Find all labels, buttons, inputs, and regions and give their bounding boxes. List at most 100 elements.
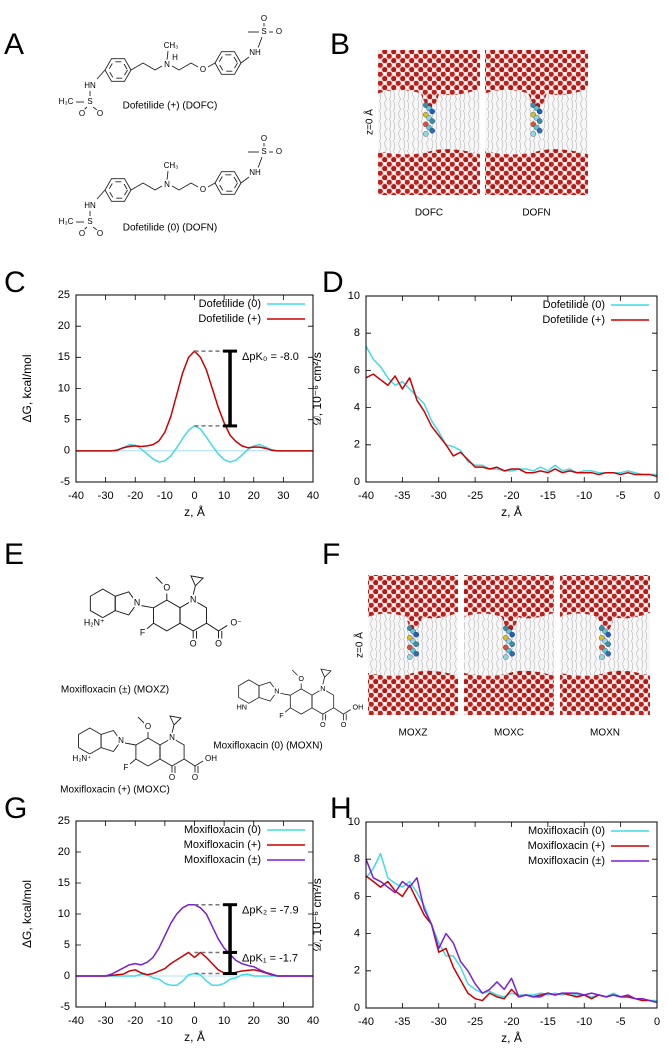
atom-label: N [118, 736, 124, 745]
x-tick-label: -20 [504, 490, 520, 502]
y-tick-label: 6 [354, 364, 360, 376]
ring-inner [217, 54, 239, 72]
atom-label: O [261, 134, 267, 143]
panel-label: D [322, 266, 344, 299]
ring-inner [107, 61, 129, 79]
y-axis-label: ΔG, kcal/mol [20, 354, 34, 422]
bond [155, 576, 163, 584]
atom-label: F [140, 627, 146, 637]
bond [284, 707, 291, 713]
axis-label: z=0 Å [363, 109, 376, 135]
atom-label: N [164, 180, 170, 189]
molecule-atom [407, 654, 413, 660]
y-tick-label: 10 [348, 290, 360, 302]
ring-inner [107, 181, 129, 199]
x-tick-label: -10 [576, 490, 592, 502]
ring-inner [217, 174, 239, 192]
x-tick-label: -35 [394, 1016, 410, 1028]
bond [96, 189, 106, 200]
molecule-atom [530, 131, 537, 137]
bond [83, 226, 88, 231]
molecule-atom [605, 641, 611, 647]
bond [183, 758, 196, 773]
atom-label: O [298, 674, 304, 683]
x-tick-label: -20 [127, 1015, 143, 1027]
atom-label: S [261, 147, 266, 156]
bond [190, 575, 205, 587]
molecule-name: Moxifloxacin (±) (MOXZ) [61, 685, 169, 696]
molecule-atom [599, 654, 605, 660]
ring [311, 688, 335, 715]
y-tick-label: 10 [58, 382, 70, 394]
snapshot [464, 575, 554, 715]
water-bottom [378, 149, 480, 195]
atom-label: S [261, 27, 266, 36]
molecule-atom [413, 641, 419, 647]
y-tick-label: 5 [64, 414, 70, 426]
molecule-atom [423, 131, 429, 137]
bond [129, 758, 137, 765]
bond [206, 622, 219, 639]
ring [159, 737, 185, 767]
atom-label: HN [237, 703, 247, 712]
atom-label: H₂N⁺ [73, 754, 92, 763]
series-line [365, 373, 658, 478]
y-tick-label: 10 [58, 908, 70, 920]
y-tick-label: 0 [354, 1002, 360, 1014]
x-tick-label: 10 [218, 490, 230, 502]
plot-frame [365, 821, 658, 1009]
x-tick-label: -40 [358, 1016, 374, 1028]
bond [137, 716, 145, 724]
atom-label: N [320, 684, 325, 693]
legend-label: Dofetilide (+) [542, 314, 605, 326]
x-tick-label: 0 [191, 490, 197, 502]
molecule-atom [536, 127, 543, 134]
atom-label: O [200, 65, 206, 74]
atom-label: O [97, 109, 103, 118]
molecule-name: Dofetilide (+) (DOFC) [123, 101, 218, 112]
ring [78, 727, 102, 755]
atom-label: HN [84, 81, 96, 90]
snapshot-label: MOXC [494, 728, 524, 739]
x-tick-label: 20 [248, 1015, 260, 1027]
atom-label: F [124, 763, 129, 772]
water-bottom [560, 670, 650, 715]
atom-label: OH [205, 754, 217, 763]
bond [257, 156, 263, 169]
x-tick-label: -30 [98, 1015, 114, 1027]
molecule: HN N O N F O O OH [235, 668, 365, 730]
bond [130, 182, 163, 191]
atom-label: O [276, 147, 282, 156]
annotation: ΔpK₂ = -7.9 [242, 905, 299, 917]
molecule-name: Moxifloxacin (+) (MOXC) [60, 785, 170, 796]
y-axis-label: ΔG, kcal/mol [20, 880, 34, 948]
y-tick-label: -5 [60, 1001, 70, 1013]
legend-label: Dofetilide (0) [543, 299, 605, 311]
x-axis-label: z, Å [184, 504, 205, 519]
molecule-atom [605, 631, 611, 638]
atom-label: O [79, 229, 85, 238]
annotation: ΔpK₁ = -1.7 [242, 952, 298, 964]
molecule-name: Moxifloxacin (0) (MOXN) [213, 741, 322, 752]
x-tick-label: -30 [431, 490, 447, 502]
y-tick-label: 8 [354, 853, 360, 865]
molecule-atom [429, 108, 435, 115]
atom-label: N [134, 598, 140, 608]
bond [92, 106, 98, 111]
legend-label: Moxifloxacin (±) [184, 854, 261, 866]
bond [333, 707, 344, 721]
molecule-atom [413, 631, 419, 638]
molecule-atom [509, 641, 515, 647]
bond [171, 724, 175, 734]
molecule-atom [509, 651, 515, 657]
y-tick-label: 0 [354, 476, 360, 488]
x-tick-label: -15 [540, 1016, 556, 1028]
atom-label: CH₃ [164, 41, 179, 50]
bond [320, 668, 332, 678]
y-tick-label: 20 [58, 846, 70, 858]
atom-label: O [192, 773, 198, 782]
x-tick-label: -40 [68, 1015, 84, 1027]
atom-label: N [169, 733, 175, 742]
atom-label: H₃C [59, 97, 74, 106]
